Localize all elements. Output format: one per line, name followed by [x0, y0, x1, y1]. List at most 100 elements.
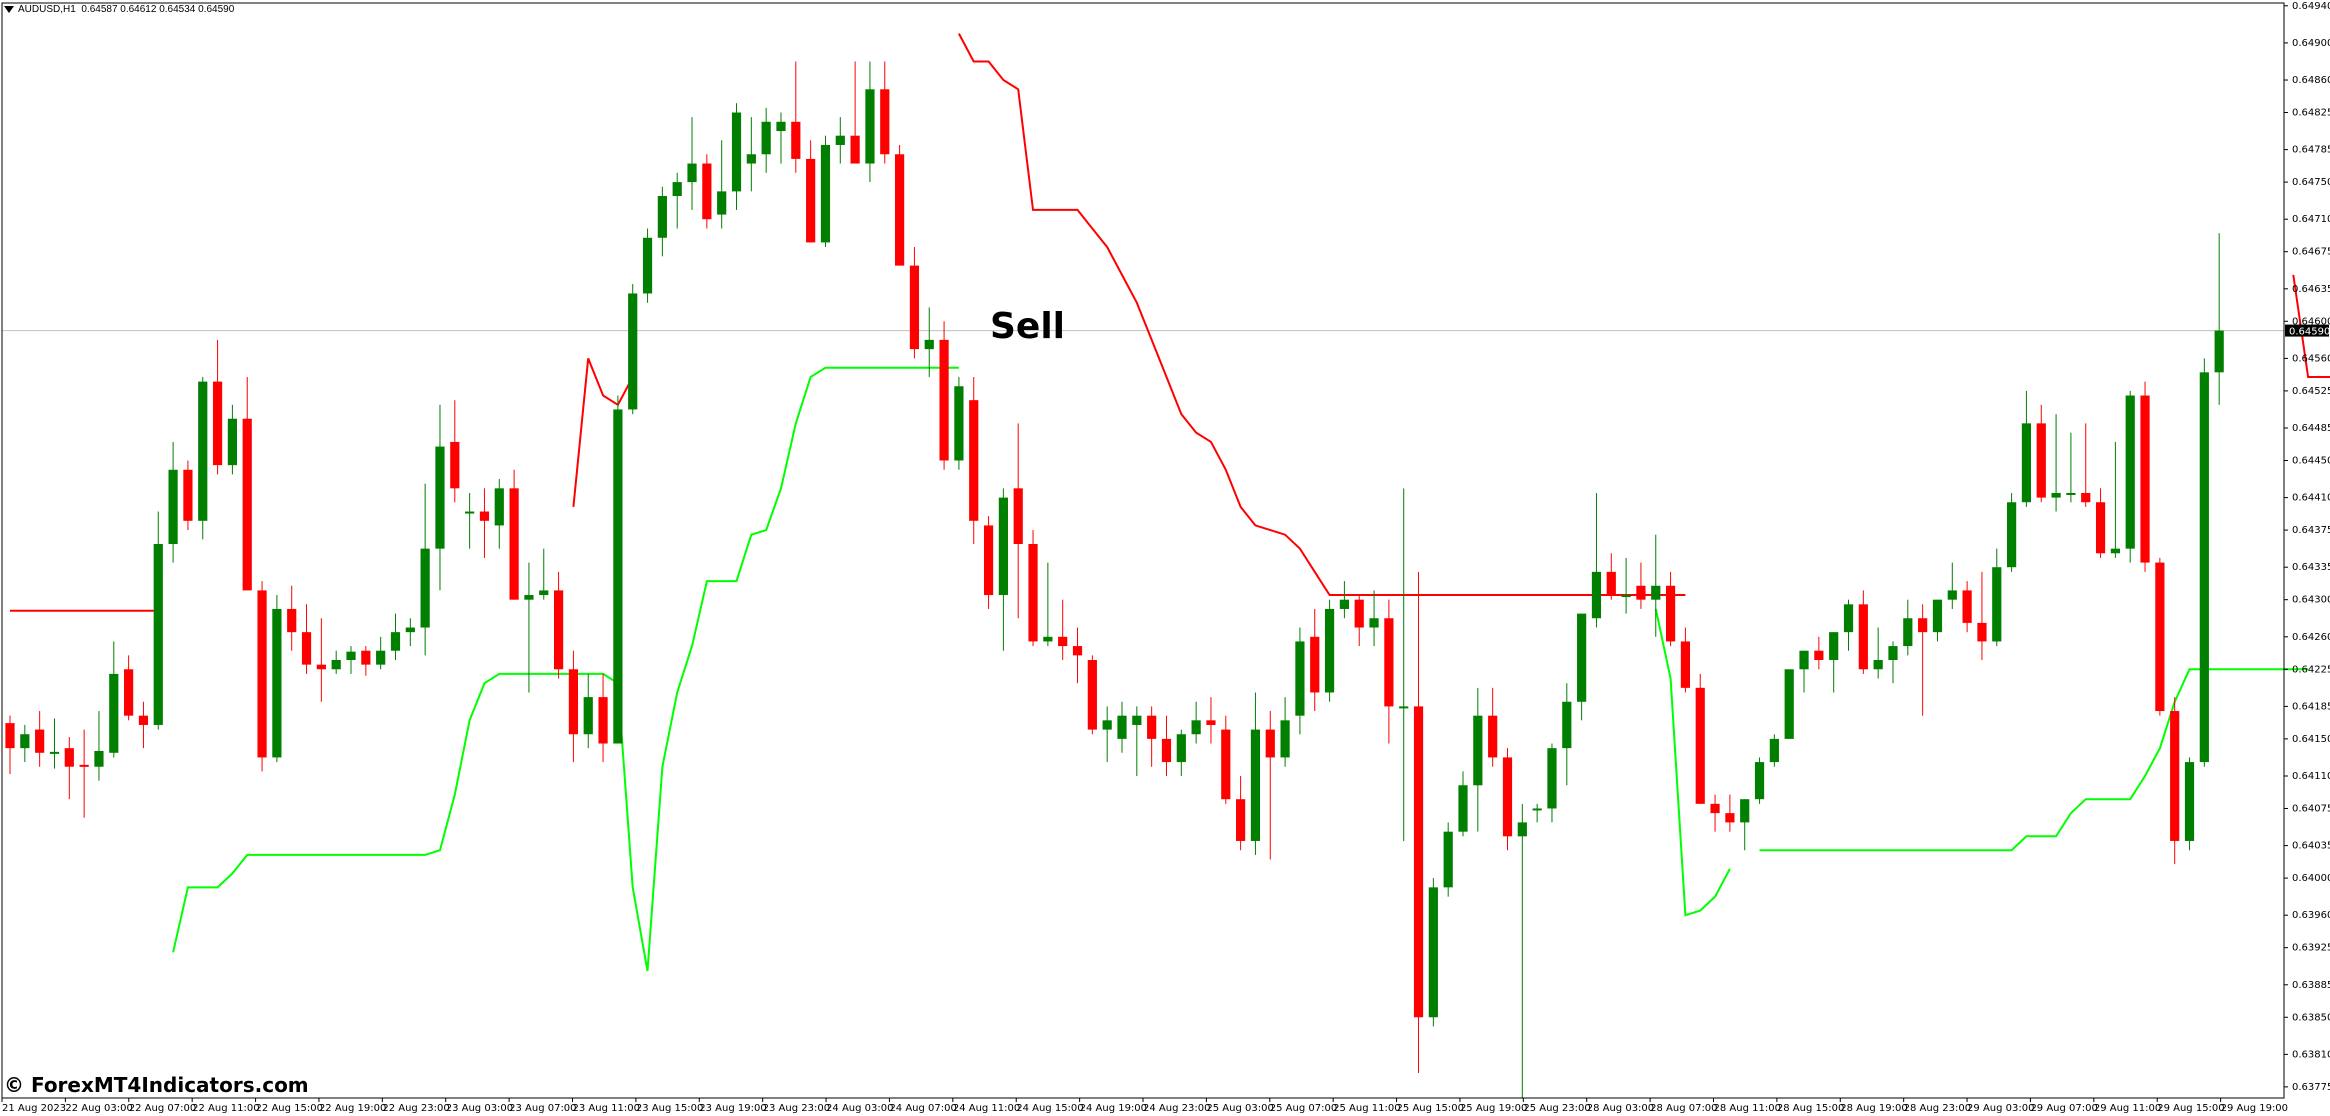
y-tick-label: 0.64900 — [2292, 38, 2330, 49]
x-tick-label: 25 Aug 23:00 — [1523, 1103, 1590, 1114]
x-tick-label: 23 Aug 03:00 — [446, 1103, 513, 1114]
bull-candle — [465, 511, 475, 514]
plot-frame — [1, 2, 2285, 1099]
bull-candle — [1473, 715, 1483, 786]
x-tick-label: 28 Aug 11:00 — [1714, 1103, 1781, 1114]
bear-candle — [1665, 585, 1676, 642]
bear-candle — [806, 158, 816, 243]
bull-candle — [717, 191, 727, 215]
bull-candle — [1873, 660, 1883, 670]
bear-candle — [702, 163, 712, 220]
bear-candle — [183, 469, 193, 521]
bull-candle — [1517, 822, 1527, 837]
upper-stop-line — [958, 33, 1686, 596]
x-tick-label: 22 Aug 07:00 — [129, 1103, 196, 1114]
bear-candle — [791, 121, 801, 159]
bull-candle — [376, 650, 386, 665]
x-tick-label: 23 Aug 19:00 — [699, 1103, 766, 1114]
bear-candle — [1058, 636, 1068, 647]
bull-candle — [1043, 636, 1053, 642]
x-tick-label: 23 Aug 15:00 — [636, 1103, 703, 1114]
x-tick-label: 25 Aug 11:00 — [1333, 1103, 1400, 1114]
bull-candle — [1932, 599, 1943, 633]
ohlc-readout: 0.64587 0.64612 0.64534 0.64590 — [81, 4, 235, 15]
x-tick-label: 29 Aug 03:00 — [1967, 1103, 2034, 1114]
bull-candle — [865, 89, 875, 164]
bear-candle — [1265, 729, 1275, 758]
bear-candle — [287, 608, 297, 633]
bull-candle — [2199, 372, 2209, 763]
bear-candle — [257, 590, 267, 758]
bull-candle — [1651, 585, 1661, 600]
bear-candle — [1028, 544, 1038, 642]
y-tick-label: 0.64000 — [2292, 873, 2330, 884]
y-tick-label: 0.64300 — [2292, 595, 2330, 606]
x-tick-label: 22 Aug 03:00 — [65, 1103, 132, 1114]
bull-candle — [2021, 423, 2032, 503]
bull-candle — [1458, 785, 1468, 832]
current-price-tag — [2285, 324, 2329, 337]
bear-candle — [983, 525, 994, 596]
bear-candle — [79, 764, 89, 767]
bull-candle — [1547, 748, 1557, 809]
bear-candle — [1013, 488, 1023, 545]
bull-candle — [1843, 604, 1854, 633]
x-tick-label: 29 Aug 15:00 — [2157, 1103, 2224, 1114]
bear-candle — [2081, 492, 2091, 503]
x-tick-label: 22 Aug 15:00 — [256, 1103, 323, 1114]
bull-candle — [1577, 613, 1587, 702]
x-tick-label: 24 Aug 23:00 — [1143, 1103, 1210, 1114]
bull-candle — [2007, 502, 2017, 568]
y-tick-label: 0.64600 — [2292, 316, 2330, 327]
bear-candle — [1814, 650, 1824, 660]
y-tick-label: 0.64635 — [2292, 284, 2330, 295]
lower-stop-line — [172, 366, 959, 972]
y-tick-label: 0.63810 — [2292, 1049, 2330, 1060]
bear-candle — [2170, 711, 2180, 841]
bull-candle — [49, 751, 60, 754]
bull-candle — [776, 121, 786, 132]
watermark: © ForexMT4Indicators.com — [4, 1073, 309, 1097]
x-tick-label: 25 Aug 15:00 — [1397, 1103, 1464, 1114]
bull-candle — [20, 734, 30, 749]
bear-candle — [1384, 618, 1394, 707]
bear-candle — [1502, 757, 1513, 837]
y-tick-label: 0.64675 — [2292, 247, 2330, 258]
bull-candle — [687, 163, 697, 183]
bull-candle — [628, 293, 638, 410]
chart-header: AUDUSD,H1 0.64587 0.64612 0.64534 0.6459… — [4, 4, 234, 15]
bear-candle — [1147, 715, 1157, 739]
bull-candle — [1621, 595, 1631, 598]
bull-candle — [1532, 808, 1542, 811]
symbol-label: AUDUSD,H1 — [18, 4, 76, 15]
x-tick-label: 29 Aug 07:00 — [2030, 1103, 2097, 1114]
bull-candle — [642, 237, 653, 294]
y-tick-label: 0.64450 — [2292, 455, 2330, 466]
bear-candle — [64, 748, 74, 767]
bull-candle — [153, 544, 163, 725]
x-tick-label: 22 Aug 19:00 — [319, 1103, 386, 1114]
bear-candle — [1413, 706, 1424, 1018]
bull-candle — [390, 632, 401, 651]
bull-candle — [1117, 715, 1127, 739]
bear-candle — [969, 400, 979, 521]
x-tick-label: 28 Aug 03:00 — [1587, 1103, 1654, 1114]
bull-candle — [1769, 738, 1779, 763]
bear-candle — [1087, 660, 1097, 730]
bear-candle — [1206, 720, 1216, 725]
bull-candle — [272, 608, 282, 758]
y-tick-label: 0.63850 — [2292, 1012, 2330, 1023]
bull-candle — [2184, 762, 2195, 841]
bear-candle — [1221, 729, 1231, 800]
bear-candle — [1310, 636, 1320, 693]
bull-candle — [494, 488, 504, 526]
x-tick-label: 29 Aug 19:00 — [2221, 1103, 2288, 1114]
bull-candle — [1443, 831, 1453, 888]
dropdown-arrow-icon[interactable] — [4, 5, 14, 13]
bear-candle — [553, 590, 564, 670]
bear-candle — [1858, 604, 1868, 670]
indicator-lines — [10, 33, 2330, 972]
bear-candle — [1606, 571, 1616, 596]
